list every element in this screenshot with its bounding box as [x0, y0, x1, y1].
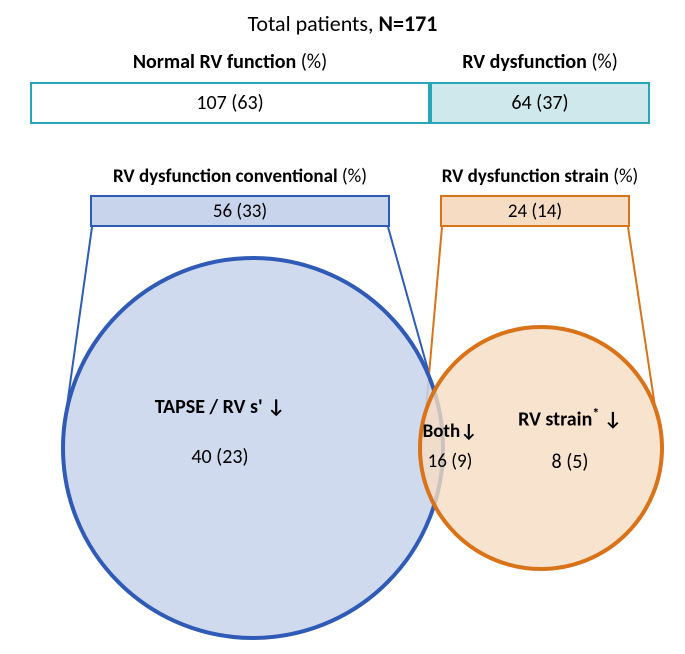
venn-right-value: 8 (5): [495, 450, 645, 474]
figure-root: Total patients, N=171 Normal RV function…: [0, 0, 685, 654]
venn-svg: [0, 0, 685, 654]
venn-right-circle: [420, 327, 662, 569]
venn-right-label: RV strain* ↓: [495, 405, 645, 432]
venn-both-label: Both↓: [410, 420, 490, 443]
venn-left-label: TAPSE / RV s' ↓: [95, 395, 345, 419]
venn-left-value: 40 (23): [95, 445, 345, 469]
venn-both-value: 16 (9): [410, 450, 490, 473]
